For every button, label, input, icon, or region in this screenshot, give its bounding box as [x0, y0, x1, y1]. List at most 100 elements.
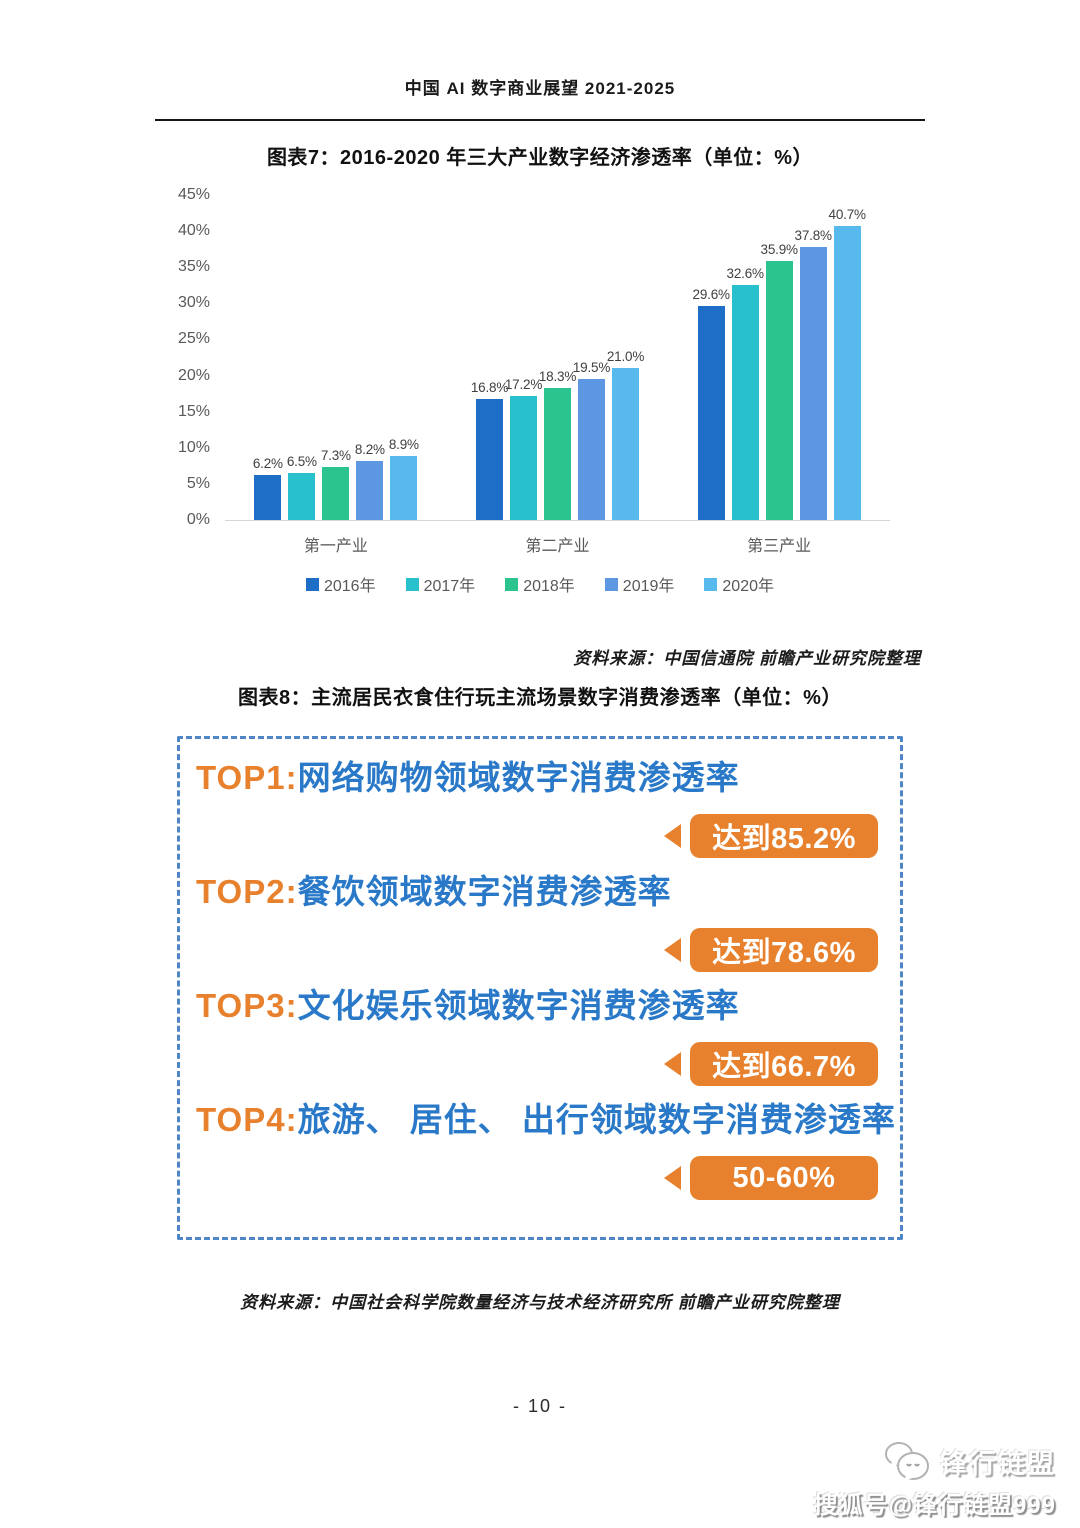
bar-value-label: 16.8% [470, 379, 509, 395]
bar-group-2: 16.8% 17.2% 18.3% 19.5% 21.0% [447, 195, 669, 520]
y-tick-label: 10% [177, 438, 210, 456]
left-arrow-icon [664, 824, 681, 848]
bar-value-label: 29.6% [692, 287, 730, 303]
bar-value-label: 40.7% [828, 207, 866, 223]
y-tick-label: 30% [177, 294, 210, 312]
bar-2019年-第二产业: 19.5% [573, 360, 610, 520]
plot-area: 0% 5% 10% 15% 20% 25% 30% 35% 40% 45% 6.2% 6.5% 7.3… [155, 180, 925, 555]
bar-2020年-第二产业: 21.0% [607, 349, 644, 520]
chart8-source: 资料来源：中国社会科学院数量经济与技术经济研究所 前瞻产业研究院整理 [240, 1293, 840, 1312]
top3-rank: TOP3: [196, 987, 298, 1024]
bar-2016年-第三产业: 29.6% [693, 287, 730, 520]
two-speech-bubbles-icon [885, 1442, 929, 1482]
bar-value-label: 8.2% [354, 441, 385, 457]
y-tick-label: 45% [177, 186, 210, 203]
top4-label: 旅游、 居住、 出行领域数字消费渗透率 [297, 1101, 896, 1138]
top3-label: 文化娱乐领域数字消费渗透率 [297, 987, 740, 1024]
bar-2017年-第二产业: 17.2% [505, 377, 542, 520]
top1-badge: 达到85.2% [690, 814, 878, 858]
y-axis: 0% 5% 10% 15% 20% 25% 30% 35% 40% 45% [155, 186, 210, 528]
legend-label: 2020年 [722, 578, 775, 595]
legend-swatch [305, 577, 319, 591]
legend-item: 2018年 [505, 572, 575, 596]
top4-text: TOP4:旅游、 居住、 出行领域数字消费渗透率 [196, 1101, 895, 1139]
bar-2016年-第一产业: 6.2% [253, 456, 283, 520]
top2-text: TOP2:餐饮领域数字消费渗透率 [196, 873, 878, 911]
bar-value-label: 37.8% [794, 228, 832, 243]
top4-badge: 50-60% [690, 1156, 878, 1200]
y-tick-label: 0% [186, 511, 210, 528]
watermark-logo-text: 锋行链盟 [940, 1448, 1056, 1479]
legend-swatch [704, 577, 718, 591]
bar-value-label: 17.2% [504, 376, 543, 392]
legend-label: 2017年 [423, 578, 476, 595]
legend-swatch [604, 577, 618, 591]
x-axis-line [225, 520, 890, 521]
top3-badge-row: 达到66.7% [196, 1042, 878, 1086]
legend-item: 2016年 [305, 572, 376, 596]
bar-2019年-第一产业: 8.2% [355, 442, 385, 520]
bar-2016年-第二产业: 16.8% [471, 380, 508, 520]
legend-label: 2018年 [523, 578, 575, 595]
top2-label: 餐饮领域数字消费渗透率 [297, 873, 672, 910]
page-number: - 10 - [512, 1396, 567, 1416]
chart7: 0% 5% 10% 15% 20% 25% 30% 35% 40% 45% 6.2% 6.5% 7.3… [155, 180, 925, 610]
legend-label: 2019年 [622, 578, 675, 595]
top2-badge-row: 达到78.6% [196, 928, 878, 972]
y-tick-label: 15% [177, 402, 210, 420]
bar-value-label: 7.3% [320, 448, 351, 464]
bar-value-label: 21.0% [606, 349, 645, 365]
left-arrow-icon [664, 1166, 681, 1190]
legend-item: 2019年 [604, 572, 675, 596]
watermark-account-text: 搜狐号@锋行链盟999 [813, 1492, 1056, 1519]
top2-rank: TOP2: [196, 873, 298, 910]
bar-value-label: 32.6% [726, 265, 764, 281]
bar-group-1: 6.2% 6.5% 7.3% 8.2% 8.9% [225, 195, 447, 520]
top-item-1: TOP1:网络购物领域数字消费渗透率 达到85.2% [196, 759, 878, 858]
left-arrow-icon [664, 1052, 681, 1076]
category-label: 第三产业 [747, 538, 812, 555]
legend: 2016年 2017年 2018年 2019年 2020年 [155, 572, 925, 596]
left-arrow-icon [664, 938, 681, 962]
bar-2019年-第三产业: 37.8% [795, 228, 832, 520]
top1-badge-row: 达到85.2% [196, 814, 878, 858]
top1-text: TOP1:网络购物领域数字消费渗透率 [196, 759, 878, 797]
bar-2018年-第一产业: 7.3% [321, 448, 351, 520]
y-tick-label: 35% [177, 258, 210, 276]
y-tick-label: 20% [177, 366, 210, 384]
y-tick-label: 25% [177, 330, 210, 348]
chart7-title: 图表7：2016-2020 年三大产业数字经济渗透率（单位：%） [266, 147, 814, 169]
legend-swatch [405, 577, 419, 591]
bar-value-label: 6.5% [286, 454, 317, 470]
top3-text: TOP3:文化娱乐领域数字消费渗透率 [196, 987, 878, 1025]
bar-value-label: 19.5% [572, 360, 611, 376]
legend-swatch [505, 577, 519, 591]
bar-2018年-第二产业: 18.3% [539, 369, 576, 520]
top1-rank: TOP1: [196, 759, 298, 796]
chart7-source: 资料来源：中国信通院 前瞻产业研究院整理 [573, 649, 921, 668]
bar-value-label: 18.3% [538, 368, 577, 384]
bar-2020年-第三产业: 40.7% [829, 207, 866, 520]
top-item-2: TOP2:餐饮领域数字消费渗透率 达到78.6% [196, 873, 878, 972]
bar-value-label: 6.2% [252, 456, 283, 472]
top3-badge: 达到66.7% [690, 1042, 878, 1086]
bar-2020年-第一产业: 8.9% [389, 437, 419, 520]
bar-2017年-第三产业: 32.6% [727, 266, 764, 520]
bar-2017年-第一产业: 6.5% [287, 454, 317, 520]
bar-group-3: 29.6% 32.6% 35.9% 37.8% 40.7% [668, 195, 890, 520]
top4-badge-row: 50-60% [196, 1156, 878, 1200]
watermark: 锋行链盟 搜狐号@锋行链盟999 [814, 1439, 1056, 1520]
chart8-title: 图表8：主流居民衣食住行玩主流场景数字消费渗透率（单位：%） [238, 687, 842, 709]
document-header: 中国 AI 数字商业展望 2021-2025 [404, 79, 676, 98]
bar-value-label: 8.9% [388, 436, 419, 452]
top1-label: 网络购物领域数字消费渗透率 [297, 759, 740, 796]
top2-badge: 达到78.6% [690, 928, 878, 972]
top-item-3: TOP3:文化娱乐领域数字消费渗透率 达到66.7% [196, 987, 878, 1086]
legend-item: 2020年 [704, 572, 774, 596]
watermark-logo-row: 锋行链盟 [814, 1439, 1056, 1483]
category-labels: 第一产业 第二产业 第三产业 [225, 532, 890, 556]
top-ranking-box: TOP1:网络购物领域数字消费渗透率 达到85.2% TOP2:餐饮领域数字消费… [177, 736, 903, 1240]
category-label: 第二产业 [525, 538, 590, 555]
header-divider [155, 119, 925, 121]
